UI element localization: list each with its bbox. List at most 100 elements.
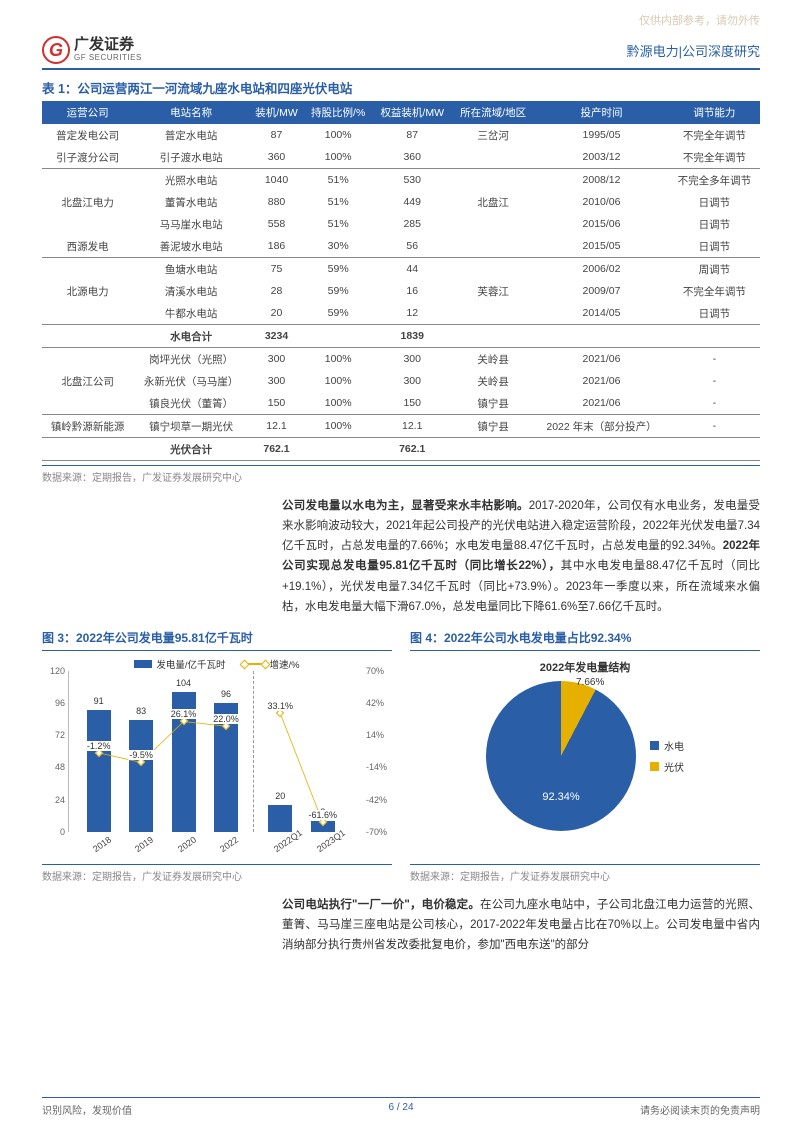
table-cell: 镇良光伏（董箐） [133,392,249,415]
table-cell [452,146,534,169]
table-cell: 3234 [249,325,304,348]
table-row: 北盘江公司永新光伏（马马崖）300100%300关岭县2021/06- [42,370,760,392]
chart4-source: 数据来源：定期报告，广发证券发展研究中心 [410,864,760,883]
table-cell: 59% [304,258,373,281]
table-cell: 285 [372,213,452,235]
table-cell: 2021/06 [534,392,668,415]
chart4-title: 图 4：2022年公司水电发电量占比92.34% [410,629,760,646]
table-cell: 360 [372,146,452,169]
pie-label-large: 92.34% [542,791,579,803]
table-cell: 12.1 [372,415,452,438]
table-cell: 日调节 [669,302,760,325]
table-cell [452,235,534,258]
table-cell: 1995/05 [534,124,668,146]
ytick-right: -70% [366,827,396,837]
table-cell: 光照水电站 [133,169,249,192]
bar: 83 [129,720,153,831]
table-cell [452,302,534,325]
table-cell: 16 [372,280,452,302]
legend-bar-label: 发电量/亿千瓦时 [156,657,225,671]
line-label: -9.5% [128,750,154,760]
chart3-title: 图 3：2022年公司发电量95.81亿千瓦时 [42,629,392,646]
page-number: 6 / 24 [388,1102,413,1113]
table-cell: 牛都水电站 [133,302,249,325]
legend-bar-icon [134,660,152,668]
table-row: 水电合计32341839 [42,325,760,348]
table-cell: 马马崖水电站 [133,213,249,235]
table-cell: 光伏合计 [133,438,249,461]
table-cell: 镇宁坝草一期光伏 [133,415,249,438]
bar-value-label: 104 [176,678,191,688]
table-cell: 1040 [249,169,304,192]
page-footer: 识别风险，发现价值 6 / 24 请务必阅读末页的免责声明 [42,1097,760,1117]
table-cell: 西源发电 [42,235,133,258]
chart4-col: 图 4：2022年公司水电发电量占比92.34% 2022年发电量结构 7.66… [410,629,760,883]
table-cell: 100% [304,370,373,392]
table-cell: 水电合计 [133,325,249,348]
table-cell: 880 [249,191,304,213]
table1: 运营公司电站名称装机/MW持股比例/%权益装机/MW所在流域/地区投产时间调节能… [42,101,760,461]
footer-left: 识别风险，发现价值 [42,1102,132,1117]
ytick-right: -42% [366,795,396,805]
table-cell: 100% [304,415,373,438]
line-label: 22.0% [212,714,240,724]
table-cell: 日调节 [669,191,760,213]
table-cell: 2006/02 [534,258,668,281]
gf-logo-icon: G [42,36,70,64]
paragraph-1: 公司发电量以水电为主，显著受来水丰枯影响。2017-2020年，公司仅有水电业务… [282,496,760,617]
table-cell: 300 [372,370,452,392]
table-cell: 日调节 [669,235,760,258]
table-cell [42,392,133,415]
ytick-right: 42% [366,698,396,708]
pie-legend-item: 光伏 [650,759,684,774]
legend-color-box [650,762,659,771]
table1-header-cell: 电站名称 [133,101,249,124]
table-cell [452,438,534,461]
table-cell: 岗坪光伏（光照） [133,348,249,371]
table-cell [452,325,534,348]
bar-value-label: 83 [136,706,146,716]
line-label: -1.2% [86,741,112,751]
bar: 91 [87,710,111,832]
table-cell: 2021/06 [534,348,668,371]
chart3-legend: 发电量/亿千瓦时 增速/% [42,657,392,671]
page-header: G 广发证券 GF SECURITIES 黔源电力|公司深度研究 [42,36,760,64]
x-label: 2022 [218,834,240,854]
table-cell [304,325,373,348]
table-cell: 59% [304,302,373,325]
table-cell: 关岭县 [452,370,534,392]
table-cell [42,169,133,192]
table-cell: 2015/05 [534,235,668,258]
table-row: 镇良光伏（董箐）150100%150镇宁县2021/06- [42,392,760,415]
table-row: 北盘江电力董箐水电站88051%449北盘江2010/06日调节 [42,191,760,213]
table-cell: - [669,348,760,371]
ytick-right: 70% [366,666,396,676]
line-label: -61.6% [307,810,338,820]
chart4-inner-title: 2022年发电量结构 [540,659,630,675]
table-row: 牛都水电站2059%122014/05日调节 [42,302,760,325]
ytick-left: 48 [45,762,65,772]
table-cell: 51% [304,213,373,235]
table1-header-cell: 投产时间 [534,101,668,124]
ytick-left: 72 [45,730,65,740]
table-row: 岗坪光伏（光照）300100%300关岭县2021/06- [42,348,760,371]
table-cell: 北盘江公司 [42,370,133,392]
table-row: 北源电力清溪水电站2859%16芙蓉江2009/07不完全年调节 [42,280,760,302]
logo-cn: 广发证券 [74,37,142,54]
table-cell [452,258,534,281]
pie-label-small: 7.66% [576,677,604,688]
table-cell: 日调节 [669,213,760,235]
bar: 20 [268,805,292,832]
chart4-area: 2022年发电量结构 7.66% 92.34% 水电光伏 [410,650,760,860]
table-cell: 普定发电公司 [42,124,133,146]
ytick-left: 0 [45,827,65,837]
ytick-left: 24 [45,795,65,805]
table-cell [42,302,133,325]
charts-row: 图 3：2022年公司发电量95.81亿千瓦时 发电量/亿千瓦时 增速/% 0 2… [42,629,760,883]
table-cell [534,325,668,348]
table-cell: 镇宁县 [452,415,534,438]
table-cell: 100% [304,146,373,169]
table-cell [452,213,534,235]
ytick-right: 14% [366,730,396,740]
footer-right: 请务必阅读末页的免责声明 [640,1102,760,1117]
